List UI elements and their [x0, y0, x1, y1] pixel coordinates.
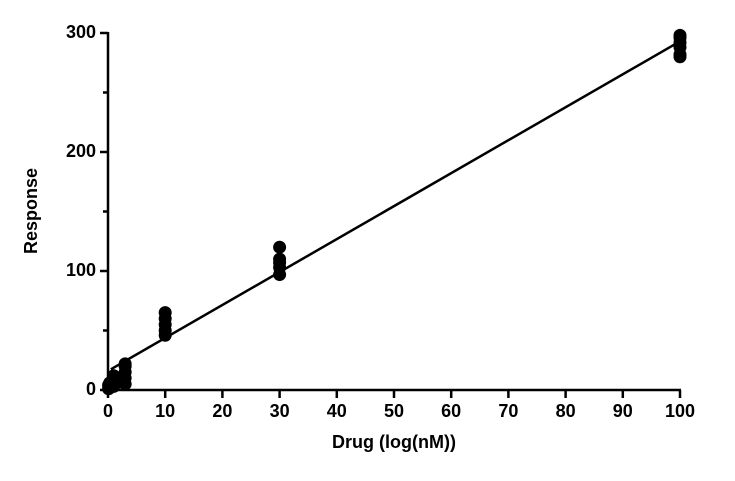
x-tick-label: 40: [327, 401, 347, 421]
x-tick-label: 30: [270, 401, 290, 421]
data-point: [673, 28, 687, 42]
x-tick-label: 100: [665, 401, 695, 421]
data-point: [158, 306, 172, 320]
y-tick-label: 0: [86, 379, 96, 399]
y-tick-label: 200: [66, 141, 96, 161]
data-point: [273, 240, 287, 254]
data-point: [118, 357, 132, 371]
x-tick-label: 80: [556, 401, 576, 421]
x-tick-label: 20: [212, 401, 232, 421]
x-tick-label: 90: [613, 401, 633, 421]
x-tick-label: 70: [498, 401, 518, 421]
data-point: [107, 369, 121, 383]
fit-line: [110, 40, 681, 371]
x-tick-label: 50: [384, 401, 404, 421]
y-axis-label: Response: [21, 168, 41, 254]
y-tick-label: 100: [66, 260, 96, 280]
y-tick-label: 300: [66, 22, 96, 42]
x-axis-label: Drug (log(nM)): [332, 432, 456, 452]
data-point: [273, 252, 287, 266]
x-tick-label: 0: [103, 401, 113, 421]
x-tick-label: 60: [441, 401, 461, 421]
x-tick-label: 10: [155, 401, 175, 421]
